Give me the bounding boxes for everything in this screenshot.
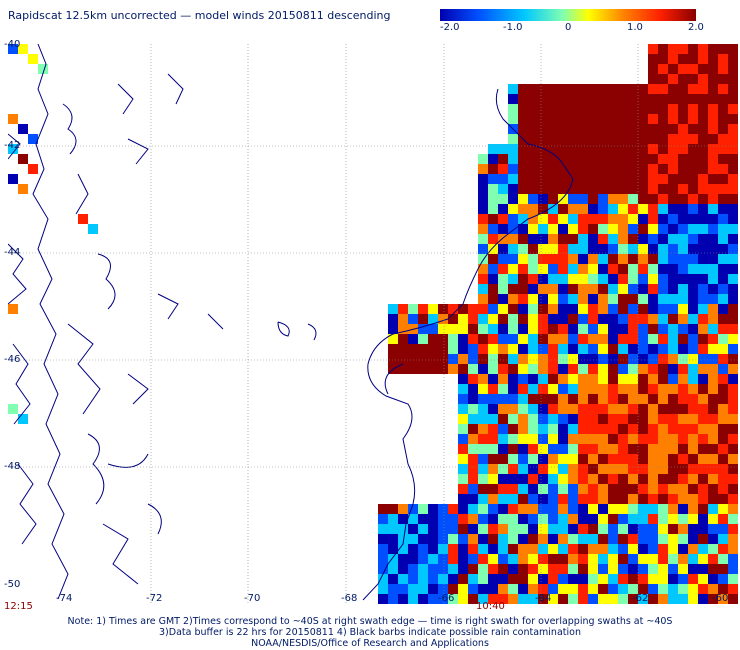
- colorbar-label-1: 1.0: [627, 22, 643, 33]
- lon-label-64: -64: [535, 593, 552, 604]
- colorbar-label-2: 2.0: [688, 22, 704, 33]
- colorbar-label-m1: -1.0: [503, 22, 523, 33]
- map-title: Rapidscat 12.5km uncorrected — model win…: [8, 9, 391, 22]
- note-line-2: 3)Data buffer is 22 hrs for 20150811 4) …: [159, 627, 581, 638]
- lon-label-70: -70: [244, 593, 261, 604]
- lat-label-44: -44: [4, 247, 21, 258]
- wind-map: [8, 44, 738, 604]
- lon-label-74: -74: [56, 593, 73, 604]
- colorbar-label-m2: -2.0: [440, 22, 460, 33]
- time-label-right: 10:40: [476, 601, 505, 612]
- coastline: [8, 44, 574, 601]
- wind-difference-heatmap: [8, 44, 738, 604]
- lat-label-40: -40: [4, 39, 21, 50]
- lat-label-46: -46: [4, 354, 21, 365]
- grid-lines: [8, 44, 738, 604]
- lat-label-50: -50: [4, 579, 21, 590]
- note-line-1: Note: 1) Times are GMT 2)Times correspon…: [67, 616, 673, 627]
- note-line-3: NOAA/NESDIS/Office of Research and Appli…: [251, 638, 489, 649]
- lon-label-66: -66: [438, 593, 455, 604]
- lon-label-68: -68: [341, 593, 358, 604]
- lat-label-48: -48: [4, 461, 21, 472]
- colorbar-label-0: 0: [565, 22, 572, 33]
- lon-label-72: -72: [146, 593, 163, 604]
- lat-label-42: -42: [4, 140, 21, 151]
- lon-label-60: -60: [712, 593, 729, 604]
- colorbar: [440, 9, 696, 21]
- lon-label-62: -62: [632, 593, 649, 604]
- time-label-left: 12:15: [4, 601, 33, 612]
